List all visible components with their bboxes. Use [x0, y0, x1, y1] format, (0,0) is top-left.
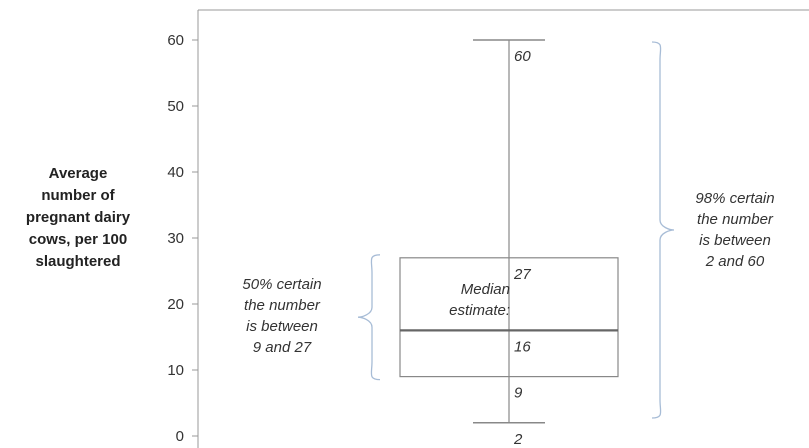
value-label: 9: [514, 385, 523, 402]
median-annotation: Median estimate:: [449, 281, 510, 319]
y-axis-label: Average number of pregnant dairy cows, p…: [25, 165, 131, 270]
value-label: 16: [514, 338, 531, 355]
y-tick-label: 50: [167, 98, 184, 115]
value-label: 27: [513, 266, 531, 283]
iqr-box: [399, 257, 619, 378]
y-tick-label: 30: [167, 230, 184, 247]
y-tick-label: 40: [167, 164, 184, 181]
y-tick-label: 0: [176, 428, 184, 445]
y-tick-label: 60: [167, 32, 184, 49]
y-axis: 0 10 20 30 40 50 60: [167, 9, 809, 448]
brace-98: [651, 41, 675, 419]
range-50-annotation: 50% certain the number is between 9 and …: [242, 276, 322, 356]
value-label: 2: [513, 431, 523, 448]
range-98-annotation: 98% certain the number is between 2 and …: [695, 190, 775, 270]
value-label: 60: [514, 48, 531, 65]
y-tick-label: 20: [167, 296, 184, 313]
value-labels: 60 27 16 9 2: [513, 48, 531, 448]
brace-50: [357, 254, 381, 381]
braces: [357, 41, 675, 419]
box-and-whiskers: [399, 39, 619, 424]
y-tick-label: 10: [167, 362, 184, 379]
